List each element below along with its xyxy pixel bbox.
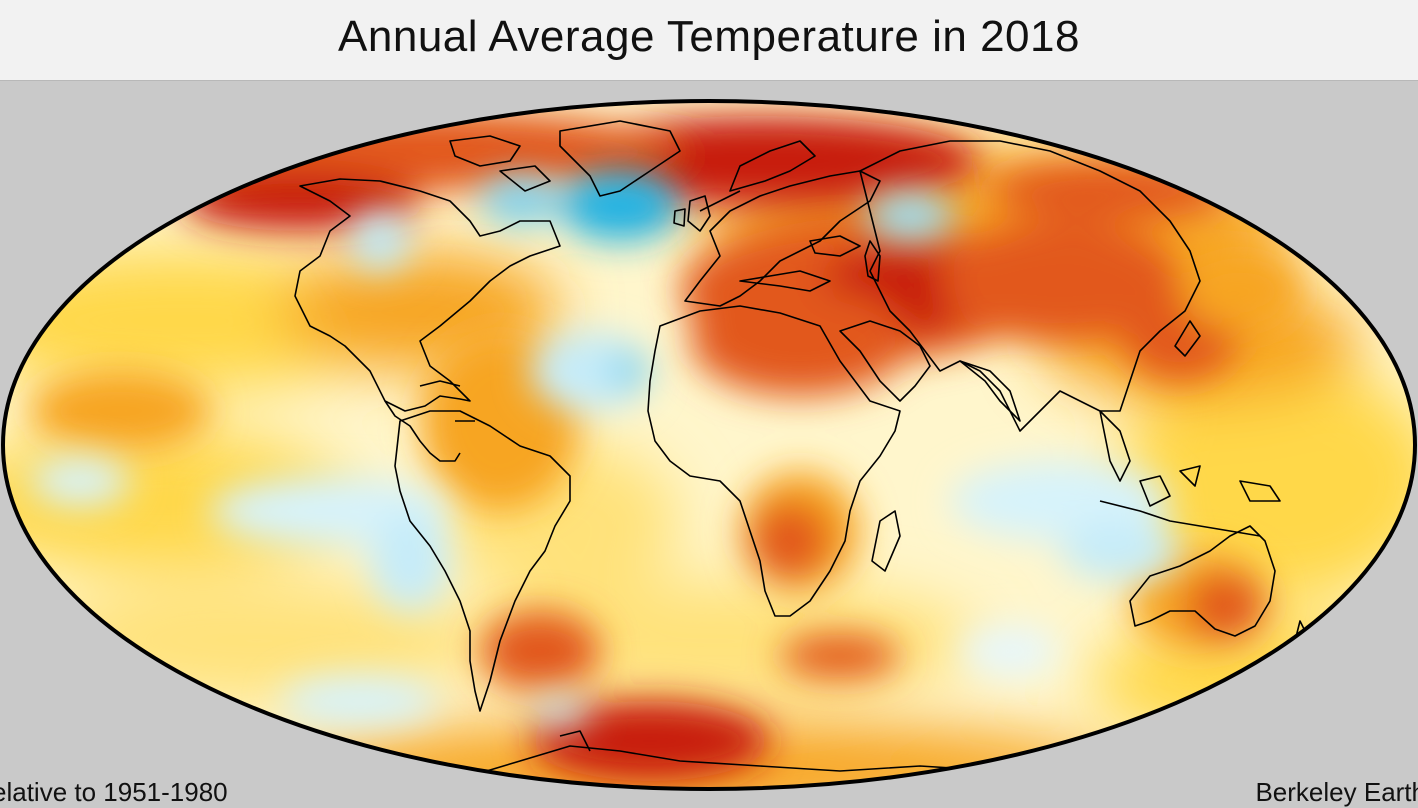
temperature-anomaly-map <box>1 99 1417 791</box>
page-title: Annual Average Temperature in 2018 <box>338 12 1080 61</box>
source-credit: Berkeley Earth <box>1255 777 1418 807</box>
globe-outline <box>1 99 1417 791</box>
title-bar: Annual Average Temperature in 2018 <box>0 0 1418 81</box>
map-panel: elative to 1951-1980 Berkeley Earth <box>0 81 1418 807</box>
baseline-note: elative to 1951-1980 <box>0 777 228 807</box>
coastlines <box>294 120 1311 782</box>
